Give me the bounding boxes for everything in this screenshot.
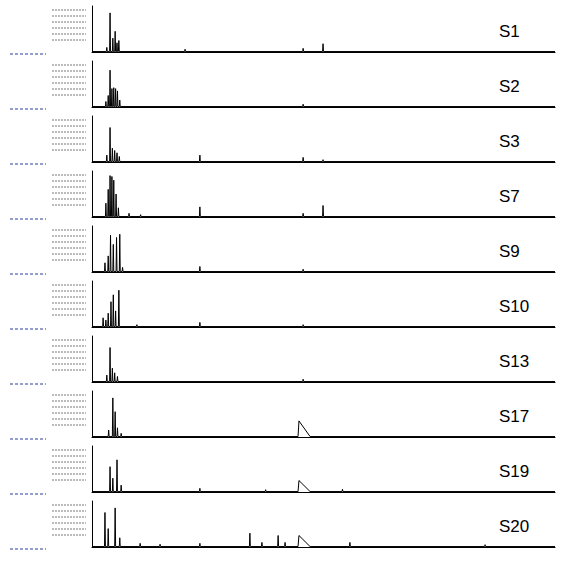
svg-text:S13: S13 bbox=[499, 352, 529, 371]
svg-text:S19: S19 bbox=[499, 462, 529, 481]
svg-text:S10: S10 bbox=[499, 297, 529, 316]
svg-text:S17: S17 bbox=[499, 407, 529, 426]
svg-text:S1: S1 bbox=[499, 22, 520, 41]
svg-text:S7: S7 bbox=[499, 187, 520, 206]
svg-text:S3: S3 bbox=[499, 132, 520, 151]
svg-text:S2: S2 bbox=[499, 77, 520, 96]
svg-text:S20: S20 bbox=[499, 517, 529, 536]
svg-text:S9: S9 bbox=[499, 242, 520, 261]
